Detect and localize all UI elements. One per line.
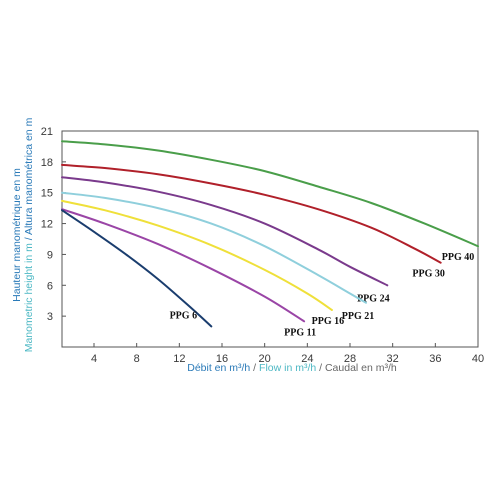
series-line-ppg-16	[61, 199, 333, 311]
series-label-ppg-11: PPG 11	[284, 327, 316, 338]
x-tick-label: 4	[91, 353, 97, 365]
series-line-ppg-30	[61, 163, 442, 264]
series-line-ppg-24	[61, 176, 389, 287]
x-tick-label: 24	[301, 353, 313, 365]
x-axis-label-part: Flow in m³/h	[259, 362, 316, 374]
y-axis-label-part: Hauteur manométrique en m	[11, 168, 23, 302]
x-tick-label: 32	[387, 353, 399, 365]
x-tick-label: 36	[429, 353, 441, 365]
x-axis-label-part: /	[250, 362, 259, 374]
y-axis-label: Hauteur manométrique en m Manometric heig…	[11, 117, 35, 352]
series-line-ppg-11	[61, 208, 306, 323]
series-label-ppg-40: PPG 40	[442, 252, 475, 263]
y-tick-label: 21	[41, 126, 53, 138]
series-label-ppg-24: PPG 24	[357, 293, 390, 304]
series-label-ppg-6: PPG 6	[170, 310, 198, 321]
y-tick-label: 12	[41, 219, 53, 231]
series-label-ppg-30: PPG 30	[412, 269, 445, 280]
y-tick-label: 6	[47, 280, 53, 292]
y-axis-label-line: Manometric height in m / Altura manométr…	[23, 117, 35, 352]
x-tick-label: 12	[173, 353, 185, 365]
series-label-ppg-16: PPG 16	[312, 316, 345, 327]
y-tick-label: 15	[41, 188, 53, 200]
x-tick-label: 8	[134, 353, 140, 365]
y-tick-label: 3	[47, 311, 53, 323]
series-line-ppg-6	[61, 209, 213, 328]
series-line-ppg-21	[61, 191, 367, 304]
y-axis-label-part: Manometric height in m	[23, 243, 35, 352]
series-line-ppg-40	[61, 140, 479, 248]
x-axis-label: Débit en m³/h / Flow in m³/h / Caudal en…	[187, 362, 397, 374]
x-axis-label-part: Débit en m³/h	[187, 362, 250, 374]
x-axis-label-part: / Caudal en m³/h	[316, 362, 397, 374]
y-tick-label: 9	[47, 249, 53, 261]
plot-frame	[61, 130, 479, 348]
y-tick-label: 18	[41, 157, 53, 169]
x-tick-label: 20	[259, 353, 271, 365]
y-axis-label-line: Hauteur manométrique en m	[11, 168, 23, 302]
x-tick-label: 28	[344, 353, 356, 365]
series-label-ppg-21: PPG 21	[342, 311, 375, 322]
x-tick-label: 40	[472, 353, 484, 365]
x-axis-label-text: Débit en m³/h / Flow in m³/h / Caudal en…	[187, 362, 397, 374]
x-tick-label: 16	[216, 353, 228, 365]
y-axis-label-part: / Altura manométrica en m	[23, 117, 35, 243]
